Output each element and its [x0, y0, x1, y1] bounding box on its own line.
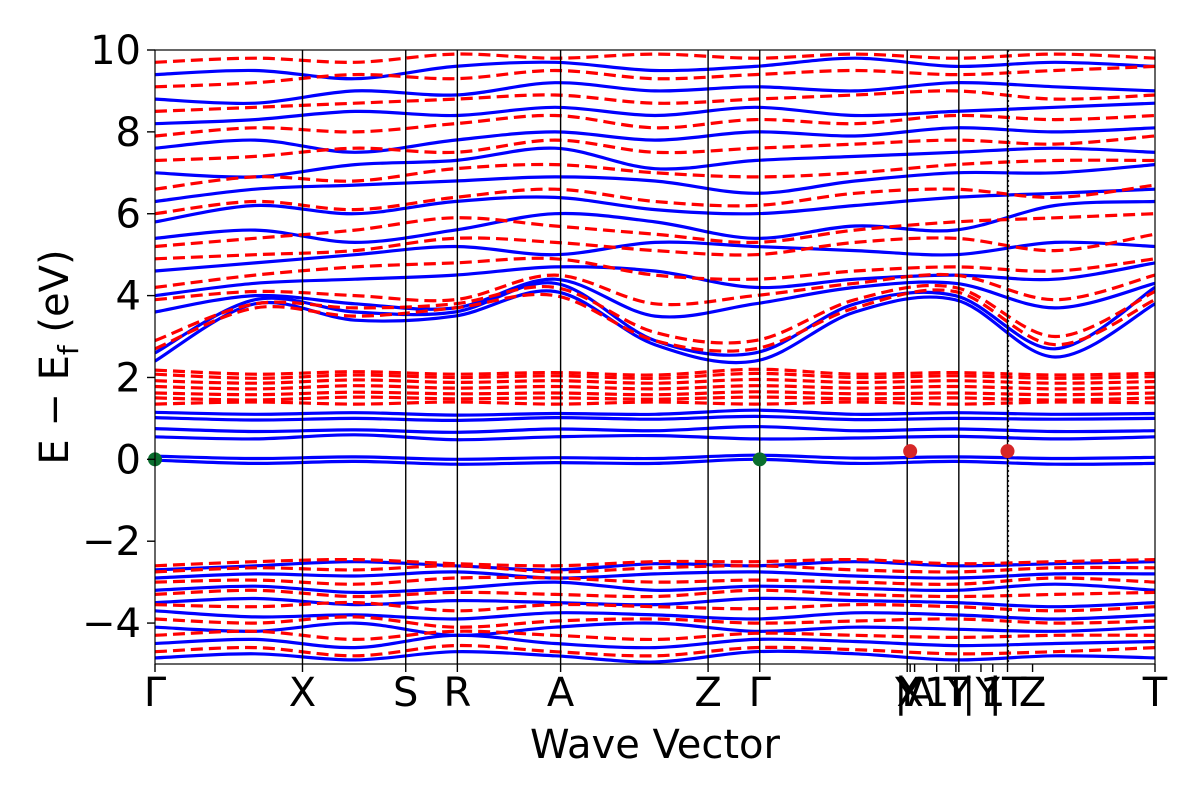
x-tick-label: S: [393, 670, 418, 716]
y-tick-label: 4: [116, 274, 141, 320]
solid-band-line-8: [155, 457, 1155, 466]
solid-band-line-1: [155, 633, 1155, 650]
dashed-band-line-24: [155, 113, 1155, 138]
solid-band-line-13: [155, 408, 1155, 417]
solid-band-line-20: [155, 187, 1155, 224]
bands-layer: [155, 52, 1155, 664]
dashed-band-line-23: [155, 134, 1155, 163]
y-axis-label-main: E − E: [32, 355, 78, 465]
dashed-band-line-17: [155, 272, 1155, 307]
x-tick-label: 1: [924, 670, 949, 716]
dashed-band-line-6: [155, 564, 1155, 574]
y-tick-label: −4: [82, 601, 141, 647]
solid-band-line-15: [155, 281, 1155, 357]
solid-band-line-9: [155, 453, 1155, 461]
markers-layer: [148, 444, 1015, 467]
dashed-band-line-2: [155, 615, 1155, 629]
solid-band-line-24: [155, 101, 1155, 126]
dashed-band-line-15: [155, 288, 1155, 353]
y-axis-ticks: −4 −2 0 2 4 6 8 10: [82, 28, 155, 647]
solid-band-line-10: [155, 433, 1155, 442]
x-tick-label: Z: [694, 670, 721, 716]
x-tick-label: A: [547, 670, 575, 716]
y-tick-label: 6: [116, 192, 141, 238]
dashed-band-line-8: [155, 400, 1155, 406]
x-tick-label: |A: [894, 670, 935, 716]
dashed-band-line-19: [155, 232, 1155, 261]
x-tick-label: T: [1142, 670, 1168, 716]
dashed-band-line-10: [155, 390, 1155, 397]
dashed-band-line-22: [155, 158, 1155, 191]
dashed-band-line-11: [155, 384, 1155, 391]
x-tick-label: 1: [980, 670, 1005, 716]
solid-band-line-6: [155, 570, 1155, 580]
band-edge-marker-3: [1000, 444, 1015, 459]
solid-band-line-18: [155, 240, 1155, 273]
dashed-band-line-20: [155, 212, 1155, 249]
x-tick-label: T: [943, 670, 969, 716]
band-edge-marker-1: [752, 452, 767, 467]
x-tick-label: X: [289, 670, 316, 716]
y-tick-label: 0: [116, 437, 141, 483]
dashed-band-line-12: [155, 377, 1155, 385]
solid-band-line-11: [155, 425, 1155, 434]
dashed-band-line-25: [155, 89, 1155, 113]
solid-band-line-17: [155, 261, 1155, 298]
dashed-band-line-4: [155, 588, 1155, 599]
solid-band-line-0: [155, 649, 1155, 664]
solid-band-line-12: [155, 414, 1155, 423]
solid-band-line-2: [155, 621, 1155, 637]
dashed-band-line-18: [155, 256, 1155, 289]
solid-band-line-7: [155, 560, 1155, 572]
solid-band-line-16: [155, 277, 1155, 319]
x-tick-label: Γ: [749, 670, 772, 716]
dashed-band-line-5: [155, 575, 1155, 586]
solid-band-line-5: [155, 580, 1155, 595]
y-axis-label-unit: (eV): [32, 249, 78, 345]
x-axis-label: Wave Vector: [530, 722, 781, 768]
band-edge-marker-2: [903, 444, 918, 459]
y-tick-label: 2: [116, 355, 141, 401]
x-tick-label: Y: [946, 670, 972, 716]
solid-band-line-21: [155, 163, 1155, 204]
y-tick-label: −2: [82, 519, 141, 565]
dashed-band-line-26: [155, 64, 1155, 89]
dashed-band-line-13: [155, 371, 1155, 380]
dashed-band-line-14: [155, 367, 1155, 377]
y-axis-label-sub: f: [52, 344, 85, 355]
y-tick-label: 8: [116, 110, 141, 156]
dashed-band-line-16: [155, 283, 1155, 345]
solid-band-line-22: [155, 146, 1155, 179]
y-tick-label: 10: [90, 28, 141, 74]
dashed-band-line-1: [155, 629, 1155, 642]
x-tick-label: Γ: [144, 670, 167, 716]
x-tick-label: R: [443, 670, 471, 716]
solid-band-line-3: [155, 609, 1155, 621]
dashed-band-line-9: [155, 395, 1155, 402]
x-tick-label: |Y: [962, 670, 1000, 716]
x-tick-label: X: [896, 670, 923, 716]
x-tick-label: Z: [1019, 670, 1046, 716]
dashed-band-line-7: [155, 557, 1155, 568]
solid-band-line-25: [155, 81, 1155, 106]
dashed-band-line-3: [155, 600, 1155, 613]
plot-frame: [154, 49, 1156, 665]
solid-band-line-19: [155, 199, 1155, 244]
dashed-band-line-0: [155, 643, 1155, 658]
y-axis-label: E − Ef (eV): [32, 249, 85, 464]
dashed-band-line-21: [155, 183, 1155, 216]
x-tick-label: |T: [989, 670, 1027, 716]
high-symmetry-lines: [301, 50, 1010, 664]
dashed-band-line-27: [155, 52, 1155, 64]
x-tick-label: Y: [894, 670, 920, 716]
